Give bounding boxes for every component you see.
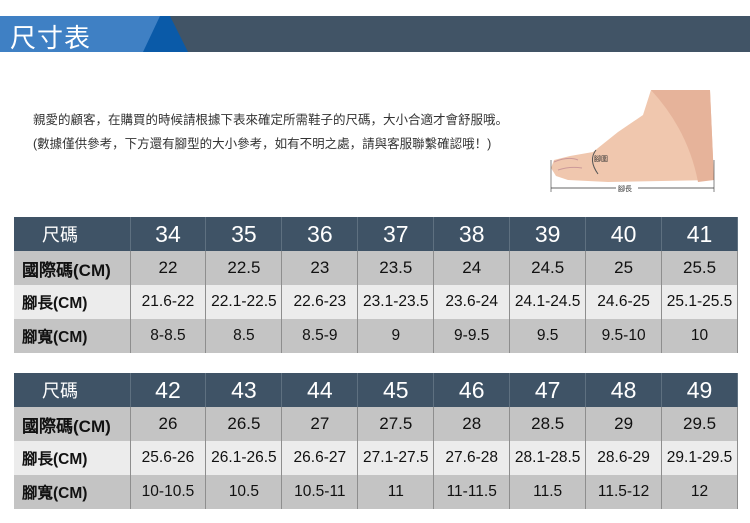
header-label: 尺碼 (14, 373, 131, 407)
row-label: 國際碼(CM) (14, 251, 131, 285)
value-cell: 8.5-9 (281, 319, 359, 353)
table-row: 國際碼(CM) 22 22.5 23 23.5 24 24.5 25 25.5 (14, 251, 738, 285)
value-cell: 25.5 (661, 251, 738, 285)
size-cell: 49 (661, 373, 738, 407)
size-cell: 46 (433, 373, 511, 407)
value-cell: 10-10.5 (130, 475, 207, 509)
row-label: 腳寬(CM) (14, 475, 131, 509)
value-cell: 22 (130, 251, 207, 285)
value-cell: 27.5 (357, 407, 435, 441)
value-cell: 11-11.5 (433, 475, 511, 509)
row-label: 腳長(CM) (14, 441, 131, 475)
size-cell: 36 (281, 217, 359, 251)
value-cell: 29.1-29.5 (661, 441, 738, 475)
size-cell: 44 (281, 373, 359, 407)
size-cell: 40 (585, 217, 663, 251)
size-cell: 39 (509, 217, 587, 251)
header-label: 尺碼 (14, 217, 131, 251)
value-cell: 27.1-27.5 (357, 441, 435, 475)
value-cell: 26.6-27 (281, 441, 359, 475)
value-cell: 29.5 (661, 407, 738, 441)
value-cell: 28.6-29 (585, 441, 663, 475)
value-cell: 23.1-23.5 (357, 285, 435, 319)
value-cell: 21.6-22 (130, 285, 207, 319)
table-row: 腳長(CM) 25.6-26 26.1-26.5 26.6-27 27.1-27.5 27… (14, 441, 738, 475)
size-cell: 37 (357, 217, 435, 251)
value-cell: 10.5 (205, 475, 283, 509)
value-cell: 28 (433, 407, 511, 441)
value-cell: 12 (661, 475, 738, 509)
value-cell: 25 (585, 251, 663, 285)
value-cell: 25.6-26 (130, 441, 207, 475)
value-cell: 9-9.5 (433, 319, 511, 353)
size-cell: 47 (509, 373, 587, 407)
row-label: 國際碼(CM) (14, 407, 131, 441)
value-cell: 25.1-25.5 (661, 285, 738, 319)
table-row: 腳長(CM) 21.6-22 22.1-22.5 22.6-23 23.1-23.5 23… (14, 285, 738, 319)
value-cell: 23.6-24 (433, 285, 511, 319)
size-cell: 45 (357, 373, 435, 407)
size-table-2: 尺碼 42 43 44 45 46 47 48 49 國際碼(CM) 26 26.5 27 27.5 28 2… (14, 373, 738, 509)
value-cell: 9.5-10 (585, 319, 663, 353)
value-cell: 23 (281, 251, 359, 285)
value-cell: 24.5 (509, 251, 587, 285)
value-cell: 27.6-28 (433, 441, 511, 475)
table-row: 國際碼(CM) 26 26.5 27 27.5 28 28.5 29 29.5 (14, 407, 738, 441)
value-cell: 26.1-26.5 (205, 441, 283, 475)
size-cell: 38 (433, 217, 511, 251)
size-table-1: 尺碼 34 35 36 37 38 39 40 41 國際碼(CM) 22 22.5 23 23.5 24 2… (14, 217, 738, 353)
value-cell: 27 (281, 407, 359, 441)
value-cell: 11 (357, 475, 435, 509)
table-row: 腳寬(CM) 8-8.5 8.5 8.5-9 9 9-9.5 9.5 9.5-10 10 (14, 319, 738, 353)
value-cell: 22.5 (205, 251, 283, 285)
size-cell: 41 (661, 217, 738, 251)
row-label: 腳長(CM) (14, 285, 131, 319)
table-row: 腳寬(CM) 10-10.5 10.5 10.5-11 11 11-11.5 11.5 11.… (14, 475, 738, 509)
value-cell: 23.5 (357, 251, 435, 285)
value-cell: 10.5-11 (281, 475, 359, 509)
intro-text: 親愛的顧客，在購買的時候請根據下表來確定所需鞋子的尺碼，大小合適才會舒服哦。 (… (33, 113, 509, 151)
title-banner: 尺寸表 (0, 16, 750, 54)
size-cell: 43 (205, 373, 283, 407)
value-cell: 24.6-25 (585, 285, 663, 319)
value-cell: 24.1-24.5 (509, 285, 587, 319)
value-cell: 9.5 (509, 319, 587, 353)
value-cell: 29 (585, 407, 663, 441)
foot-diagram-image: 腳圍 腳長 (550, 90, 715, 193)
value-cell: 24 (433, 251, 511, 285)
value-cell: 22.1-22.5 (205, 285, 283, 319)
length-label: 腳長 (618, 184, 632, 193)
size-cell: 35 (205, 217, 283, 251)
size-cell: 34 (130, 217, 207, 251)
value-cell: 26 (130, 407, 207, 441)
value-cell: 11.5 (509, 475, 587, 509)
page-title: 尺寸表 (10, 24, 92, 54)
value-cell: 8.5 (205, 319, 283, 353)
value-cell: 9 (357, 319, 435, 353)
value-cell: 22.6-23 (281, 285, 359, 319)
row-label: 腳寬(CM) (14, 319, 131, 353)
girth-label: 腳圍 (594, 154, 608, 163)
value-cell: 8-8.5 (130, 319, 207, 353)
value-cell: 10 (661, 319, 738, 353)
size-cell: 42 (130, 373, 207, 407)
size-cell: 48 (585, 373, 663, 407)
size-header-row: 尺碼 42 43 44 45 46 47 48 49 (14, 373, 738, 407)
size-header-row: 尺碼 34 35 36 37 38 39 40 41 (14, 217, 738, 251)
value-cell: 28.1-28.5 (509, 441, 587, 475)
value-cell: 11.5-12 (585, 475, 663, 509)
value-cell: 28.5 (509, 407, 587, 441)
value-cell: 26.5 (205, 407, 283, 441)
